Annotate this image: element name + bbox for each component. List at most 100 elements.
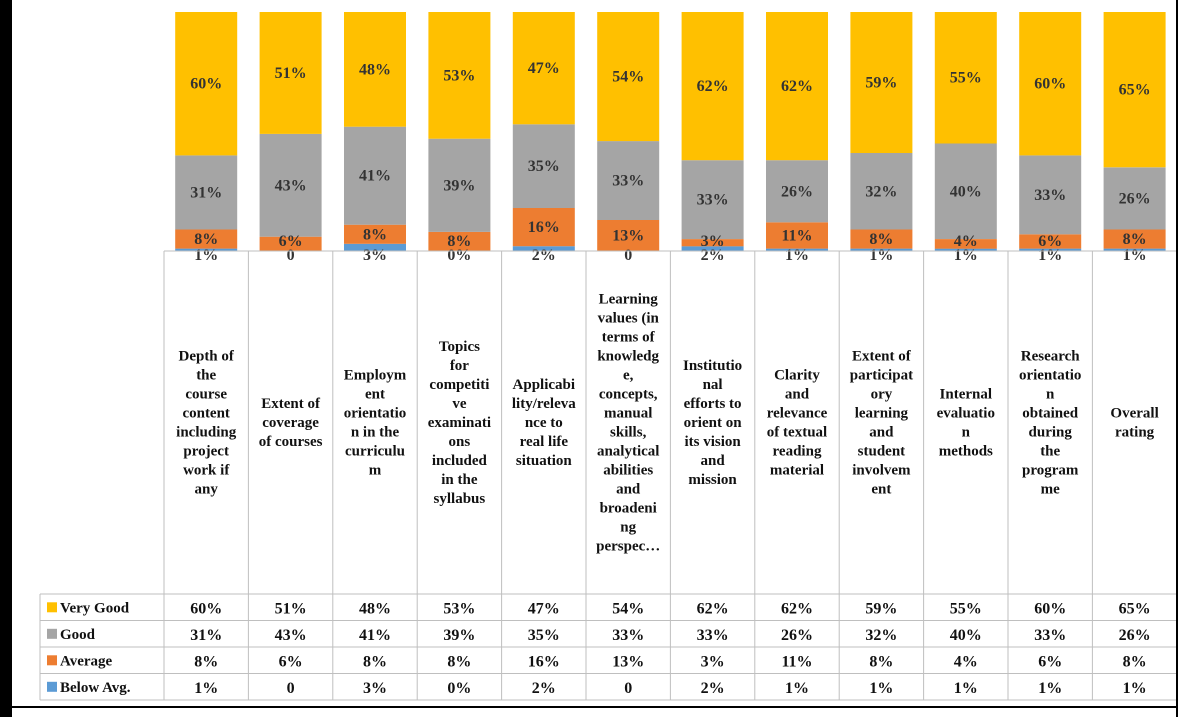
bar-segment	[1019, 12, 1082, 156]
category-label-line: reading	[773, 444, 822, 460]
bar-segment	[850, 12, 913, 153]
category-label-line: included	[432, 453, 488, 469]
legend-label: Average	[60, 653, 113, 669]
table-cell: 26%	[1119, 627, 1151, 644]
category-label-line: competiti	[429, 377, 489, 393]
category-label-line: Research	[1021, 349, 1081, 365]
category-label-line: nal	[703, 377, 723, 393]
category-label-line: curriculu	[345, 444, 405, 460]
category-label-line: and	[785, 387, 810, 403]
category-label-line: n in the	[351, 425, 400, 441]
category-label-line: syllabus	[434, 491, 486, 507]
bar-segment	[766, 222, 828, 249]
table-cell: 31%	[190, 627, 222, 644]
legend-label: Very Good	[60, 600, 130, 616]
category-label-line: real life	[520, 434, 569, 450]
table-cell: 35%	[528, 627, 560, 644]
category-label-line: any	[195, 482, 219, 498]
bar-segment	[512, 246, 575, 251]
legend-key	[47, 681, 57, 692]
category-label-line: orientatio	[1019, 368, 1081, 384]
table-cell: 13%	[612, 653, 644, 670]
table-cell: 62%	[697, 600, 729, 617]
table-cell: 41%	[359, 627, 391, 644]
bar-data-label: 2%	[532, 247, 556, 264]
category-label-line: Institutio	[683, 358, 742, 374]
table-grid	[39, 250, 1178, 701]
category-label-line: n	[1046, 387, 1055, 403]
category-label-line: situation	[516, 453, 573, 469]
table-cell: 39%	[443, 627, 475, 644]
bar-segment	[512, 12, 575, 125]
category-label-line: Applicabi	[513, 377, 576, 393]
bar-data-label: 47%	[528, 60, 560, 77]
bar-data-label: 62%	[697, 78, 729, 95]
bar-segment	[597, 12, 660, 142]
category-label-line: and	[869, 425, 894, 441]
bar-data-label: 8%	[447, 233, 471, 250]
bar-segment	[428, 138, 491, 232]
bar-data-label: 8%	[363, 226, 387, 243]
category-label-line: broadeni	[600, 501, 657, 517]
bar-segment	[1103, 167, 1166, 230]
category-label-line: for	[450, 358, 469, 374]
bar-data-label: 6%	[1038, 233, 1062, 250]
bar-data-label: 33%	[612, 173, 644, 190]
category-label-line: orientatio	[344, 406, 406, 422]
bar-data-label: 8%	[869, 231, 893, 248]
table-cell: 16%	[528, 653, 560, 670]
category-label-line: Topics	[439, 339, 480, 355]
table-cell: 33%	[1034, 627, 1066, 644]
bar-segment	[934, 143, 997, 239]
category-label: Internal evaluatio n methods	[937, 387, 995, 460]
category-label-line: and	[701, 453, 726, 469]
category-label-line: ory	[871, 387, 893, 403]
category-label: Institutio nal efforts to orient on its visi…	[683, 358, 742, 488]
table-cell: 0%	[447, 680, 471, 697]
category-labels: Depth of the course content including project…	[176, 292, 1159, 555]
bar-data-label: 59%	[865, 75, 897, 92]
bars	[175, 12, 1166, 251]
bar-segment	[766, 248, 828, 251]
bar-data-label: 43%	[275, 177, 307, 194]
bar-data-label: 62%	[781, 78, 813, 95]
table-cell: 2%	[701, 680, 725, 697]
table-cell: 1%	[194, 680, 218, 697]
bar-data-label: 60%	[1034, 76, 1066, 93]
table-cell: 33%	[697, 627, 729, 644]
bar-segment	[259, 133, 322, 237]
table-cell: 51%	[275, 600, 307, 617]
category-label-line: concepts,	[599, 387, 658, 403]
legend-label: Good	[60, 627, 96, 643]
category-label-line: Depth of	[178, 349, 234, 365]
category-label-line: student	[858, 444, 906, 460]
bar-segment	[850, 248, 913, 251]
legend-label: Below Avg.	[60, 680, 131, 696]
bar-segment	[681, 246, 744, 251]
table-cell: 48%	[359, 600, 391, 617]
bar-data-label: 1%	[785, 247, 809, 264]
category-label-line: skills,	[610, 425, 647, 441]
bar-data-label: 26%	[781, 183, 813, 200]
category-label-line: n	[962, 425, 971, 441]
category-label-line: m	[369, 463, 382, 479]
bar-data-label: 41%	[359, 168, 391, 185]
bar-data-label: 32%	[865, 183, 897, 200]
right-border	[1176, 0, 1178, 717]
category-label-line: ent	[871, 482, 891, 498]
category-label-line: participat	[850, 368, 913, 384]
category-label-line: relevance	[767, 406, 828, 422]
table-cell: 65%	[1119, 600, 1151, 617]
legend-key	[47, 655, 57, 666]
bar-segment	[681, 239, 744, 247]
category-label-line: ve	[452, 396, 467, 412]
category-label-line: analytical	[597, 444, 660, 460]
table-cell: 8%	[194, 653, 218, 670]
table-cell: 47%	[528, 600, 560, 617]
category-label-line: ons	[449, 434, 471, 450]
category-label-line: ent	[365, 387, 385, 403]
category-label: Extent of coverage of courses	[259, 396, 323, 450]
bar-data-label: 55%	[950, 70, 982, 87]
category-label-line: orient on	[684, 415, 743, 431]
bar-data-label: 26%	[1119, 190, 1151, 207]
